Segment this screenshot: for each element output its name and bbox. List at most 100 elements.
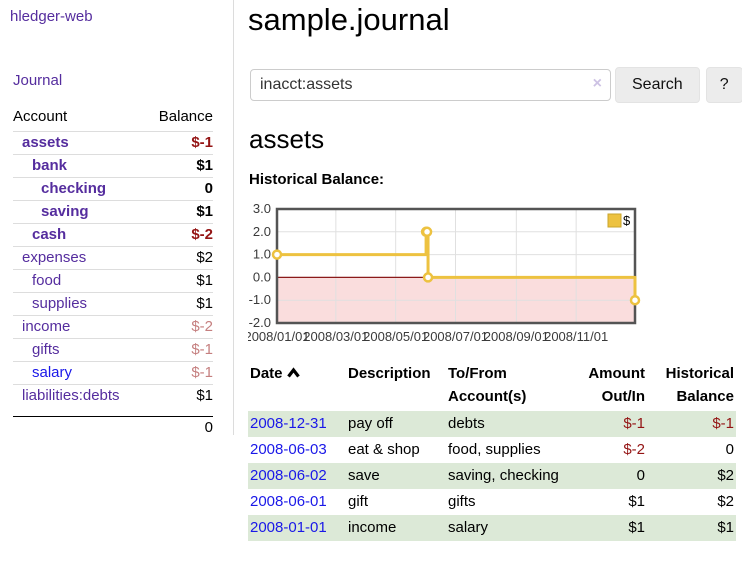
register-row: 2008-12-31 pay off debts $-1 $-1 — [248, 411, 736, 437]
sidebar-account-balance: $-1 — [191, 134, 213, 151]
sidebar-account-balance: $1 — [196, 203, 213, 220]
account-column-header: Account — [13, 108, 68, 125]
accounts-cell: saving, checking — [446, 463, 564, 489]
balance-cell: 0 — [725, 441, 734, 458]
sidebar-account-balance: $-2 — [191, 226, 213, 243]
accounts-panel: Account Balance assets $-1 bank $1 checking 0… — [13, 106, 213, 439]
accounts-cell: gifts — [448, 493, 476, 510]
svg-text:-2.0: -2.0 — [249, 315, 271, 330]
balance-cell: $2 — [647, 463, 736, 489]
transaction-date-link[interactable]: 2008-06-02 — [250, 467, 327, 484]
svg-text:1.0: 1.0 — [253, 247, 271, 262]
description-cell: income — [346, 515, 446, 541]
description-cell: save — [346, 463, 446, 489]
svg-text:2008/03/01: 2008/03/01 — [303, 329, 368, 344]
transaction-date-link[interactable]: 2008-01-01 — [250, 519, 327, 536]
balance-column-header-register: Historical Balance — [665, 365, 734, 405]
search-input-wrap: × — [250, 69, 611, 101]
amount-cell: $-1 — [564, 411, 647, 437]
sidebar-account-row: assets $-1 — [13, 131, 213, 154]
balance-column-header: Balance — [158, 108, 213, 125]
chart-label: Historical Balance: — [249, 171, 385, 188]
balance-cell: $2 — [717, 493, 734, 510]
sidebar-account-row: income $-2 — [13, 315, 213, 338]
page-title: sample.journal — [248, 2, 450, 37]
svg-text:0.0: 0.0 — [253, 269, 271, 284]
svg-text:2008/11/01: 2008/11/01 — [544, 329, 608, 344]
sidebar-account-balance: $-1 — [191, 341, 213, 358]
sidebar-account-row: salary $-1 — [13, 361, 213, 384]
sidebar-account-link-liabilities:debts[interactable]: liabilities:debts — [22, 387, 120, 404]
sidebar-account-link-cash[interactable]: cash — [32, 226, 67, 243]
sidebar-account-row: bank $1 — [13, 154, 213, 177]
register-row: 2008-01-01 income salary $1 $1 — [248, 515, 736, 541]
transaction-date-link[interactable]: 2008-12-31 — [250, 415, 327, 432]
date-cell: 2008-01-01 — [248, 515, 346, 541]
svg-text:2008/01/01: 2008/01/01 — [248, 329, 310, 344]
sidebar-account-row: checking 0 — [13, 177, 213, 200]
historical-balance-chart[interactable]: $3.0 2.0 1.0 0.0 -1.0 -2.0 2008/01/01 2008/03/0… — [244, 200, 642, 346]
sidebar-account-link-gifts[interactable]: gifts — [32, 341, 60, 358]
balance-cell: $1 — [647, 515, 736, 541]
sidebar-account-link-checking[interactable]: checking — [41, 180, 107, 197]
amount-cell: $1 — [564, 515, 647, 541]
date-cell: 2008-06-03 — [248, 437, 346, 463]
journal-link[interactable]: Journal — [13, 72, 63, 89]
sidebar-account-link-assets[interactable]: assets — [22, 134, 69, 151]
search-button[interactable]: Search — [615, 67, 700, 103]
date-cell: 2008-06-01 — [248, 489, 346, 515]
sidebar-account-link-income[interactable]: income — [22, 318, 71, 335]
chart-canvas: $3.0 2.0 1.0 0.0 -1.0 -2.02008/01/012008/03/0… — [244, 201, 641, 344]
sidebar-account-link-saving[interactable]: saving — [41, 203, 89, 220]
svg-text:3.0: 3.0 — [253, 201, 271, 216]
svg-text:$: $ — [623, 213, 631, 228]
accounts-cell: salary — [446, 515, 564, 541]
date-header-label: Date — [250, 365, 283, 382]
help-button[interactable]: ? — [705, 67, 742, 103]
date-column-header[interactable]: Date — [248, 362, 346, 411]
svg-text:2.0: 2.0 — [253, 224, 271, 239]
accounts-table-header: Account Balance — [13, 106, 213, 131]
sidebar: hledger-web Journal Account Balance asse… — [0, 0, 234, 436]
svg-text:2008/09/01: 2008/09/01 — [484, 329, 549, 344]
clear-search-icon[interactable]: × — [592, 75, 602, 92]
search-form: × Search ? — [250, 67, 742, 103]
balance-cell: $-1 — [647, 411, 736, 437]
accounts-list: assets $-1 bank $1 checking 0 saving $1 cash $-2 e… — [13, 131, 213, 407]
register-header-row: Date Description To/From Account(s) Amou… — [248, 362, 736, 411]
account-heading: assets — [249, 124, 325, 154]
sidebar-account-row: expenses $2 — [13, 246, 213, 269]
svg-text:2008/07/01: 2008/07/01 — [423, 329, 488, 344]
search-input[interactable] — [250, 69, 611, 101]
sidebar-account-row: liabilities:debts $1 — [13, 384, 213, 407]
sidebar-account-balance: $1 — [196, 272, 213, 289]
date-cell: 2008-06-02 — [248, 463, 346, 489]
svg-text:2008/05/01: 2008/05/01 — [363, 329, 428, 344]
accounts-total-row: 0 — [13, 416, 213, 439]
brand-link[interactable]: hledger-web — [10, 8, 93, 25]
sidebar-account-row: gifts $-1 — [13, 338, 213, 361]
transaction-date-link[interactable]: 2008-06-03 — [250, 441, 327, 458]
sidebar-account-link-food[interactable]: food — [32, 272, 62, 289]
amount-column-header: Amount Out/In — [588, 365, 645, 405]
amount-cell: $1 — [628, 493, 645, 510]
description-cell: pay off — [346, 411, 446, 437]
svg-text:-1.0: -1.0 — [249, 292, 271, 307]
sidebar-account-balance: $-1 — [191, 364, 213, 381]
sidebar-account-balance: $1 — [196, 295, 213, 312]
sidebar-account-link-salary[interactable]: salary — [32, 364, 73, 381]
sidebar-account-balance: $-2 — [191, 318, 213, 335]
register-body: 2008-12-31 pay off debts $-1 $-1 2008-06-03 ea… — [248, 411, 736, 541]
sidebar-account-row: supplies $1 — [13, 292, 213, 315]
amount-cell: $-2 — [623, 441, 645, 458]
sidebar-account-link-supplies[interactable]: supplies — [32, 295, 88, 312]
sidebar-account-balance: 0 — [204, 180, 213, 197]
main-content: sample.journal × Search ? assets Histori… — [244, 0, 742, 582]
sort-ascending-icon — [286, 367, 300, 378]
sidebar-account-link-bank[interactable]: bank — [32, 157, 68, 174]
sidebar-account-link-expenses[interactable]: expenses — [22, 249, 87, 266]
sidebar-account-row: food $1 — [13, 269, 213, 292]
sidebar-account-balance: $1 — [196, 157, 213, 174]
transaction-date-link[interactable]: 2008-06-01 — [250, 493, 327, 510]
